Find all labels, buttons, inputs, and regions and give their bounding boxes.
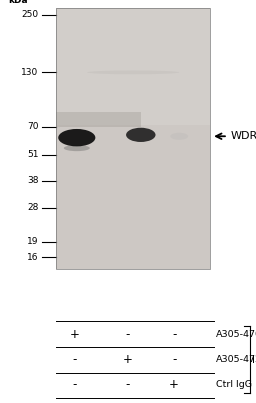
Text: A305-472A: A305-472A	[216, 355, 256, 364]
Text: +: +	[69, 328, 79, 341]
Text: -: -	[126, 378, 130, 391]
Text: -: -	[126, 328, 130, 341]
Bar	[56, 8, 210, 269]
Text: IP: IP	[252, 355, 256, 365]
Text: 19: 19	[27, 237, 38, 247]
Text: 250: 250	[21, 10, 38, 19]
Text: 130: 130	[21, 68, 38, 77]
Bar	[56, 8, 210, 269]
Text: +: +	[123, 353, 133, 366]
Ellipse shape	[58, 129, 95, 146]
Bar	[56, 112, 141, 127]
Ellipse shape	[170, 133, 188, 140]
Ellipse shape	[126, 128, 156, 142]
Text: -: -	[172, 353, 176, 366]
Text: 28: 28	[27, 203, 38, 212]
Text: WDR1: WDR1	[230, 131, 256, 141]
Text: 38: 38	[27, 177, 38, 185]
Text: 16: 16	[27, 253, 38, 262]
Text: A305-470A: A305-470A	[216, 330, 256, 339]
Ellipse shape	[87, 71, 179, 74]
Bar	[56, 8, 210, 125]
Text: kDa: kDa	[8, 0, 28, 5]
Text: 70: 70	[27, 123, 38, 131]
Text: Ctrl IgG: Ctrl IgG	[216, 380, 252, 389]
Ellipse shape	[64, 145, 90, 151]
Text: 51: 51	[27, 150, 38, 160]
Text: +: +	[169, 378, 179, 391]
Text: -: -	[72, 378, 77, 391]
Text: -: -	[72, 353, 77, 366]
Text: -: -	[172, 328, 176, 341]
